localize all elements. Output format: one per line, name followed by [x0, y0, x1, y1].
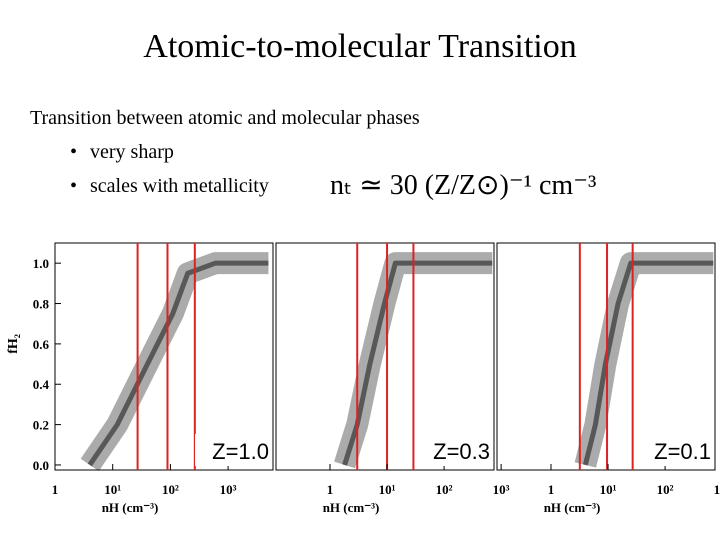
slide-title: Atomic-to-molecular Transition	[143, 28, 576, 65]
x-tick-label: 10¹	[379, 482, 396, 497]
x-tick-label: 10²	[436, 482, 453, 497]
panel-frame	[54, 242, 274, 471]
y-axis-label: fH₂	[6, 334, 21, 354]
x-tick-label: 10²	[657, 482, 674, 497]
y-tick-label: 1.0	[33, 256, 49, 271]
bullet-dot: •	[70, 175, 77, 197]
annotation-bg	[637, 434, 713, 466]
x-axis-label: nH (cm⁻³)	[544, 500, 601, 515]
density-core	[87, 260, 269, 467]
bullet: scales with metallicity	[90, 175, 269, 197]
y-tick-label: 0.2	[33, 418, 49, 433]
x-tick-label: 10¹	[104, 482, 121, 497]
x-tick-label: 10³	[493, 482, 510, 497]
y-tick-label: 0.0	[33, 458, 49, 473]
x-tick-label: 10²	[162, 482, 179, 497]
bullet: very sharp	[90, 141, 174, 163]
x-tick-label: 10¹	[600, 482, 617, 497]
x-tick-label: 1	[327, 482, 334, 497]
bullet-dot: •	[70, 141, 77, 163]
panel-annotation: Z=0.3	[433, 439, 490, 464]
panel-annotation: Z=1.0	[212, 439, 269, 464]
x-tick-label: 10³	[220, 482, 237, 497]
x-axis-label: nH (cm⁻³)	[323, 500, 380, 515]
x-tick-label: 1	[52, 482, 59, 497]
annotation-bg	[195, 434, 271, 466]
panel-frame	[496, 242, 716, 471]
y-tick-label: 0.6	[33, 337, 50, 352]
formula: nₜ ≃ 30 (Z/Z⊙)⁻¹ cm⁻³	[330, 170, 596, 201]
y-tick-label: 0.4	[33, 377, 50, 392]
panel-annotation: Z=0.1	[654, 439, 711, 464]
x-tick-label: 1	[548, 482, 555, 497]
annotation-bg	[416, 434, 492, 466]
x-tick-label: 10³	[714, 482, 720, 497]
y-tick-label: 0.8	[33, 297, 50, 312]
density-core	[582, 260, 714, 466]
body-text: Transition between atomic and molecular …	[30, 107, 420, 129]
panel-frame	[275, 242, 495, 471]
x-axis-label: nH (cm⁻³)	[102, 500, 159, 515]
